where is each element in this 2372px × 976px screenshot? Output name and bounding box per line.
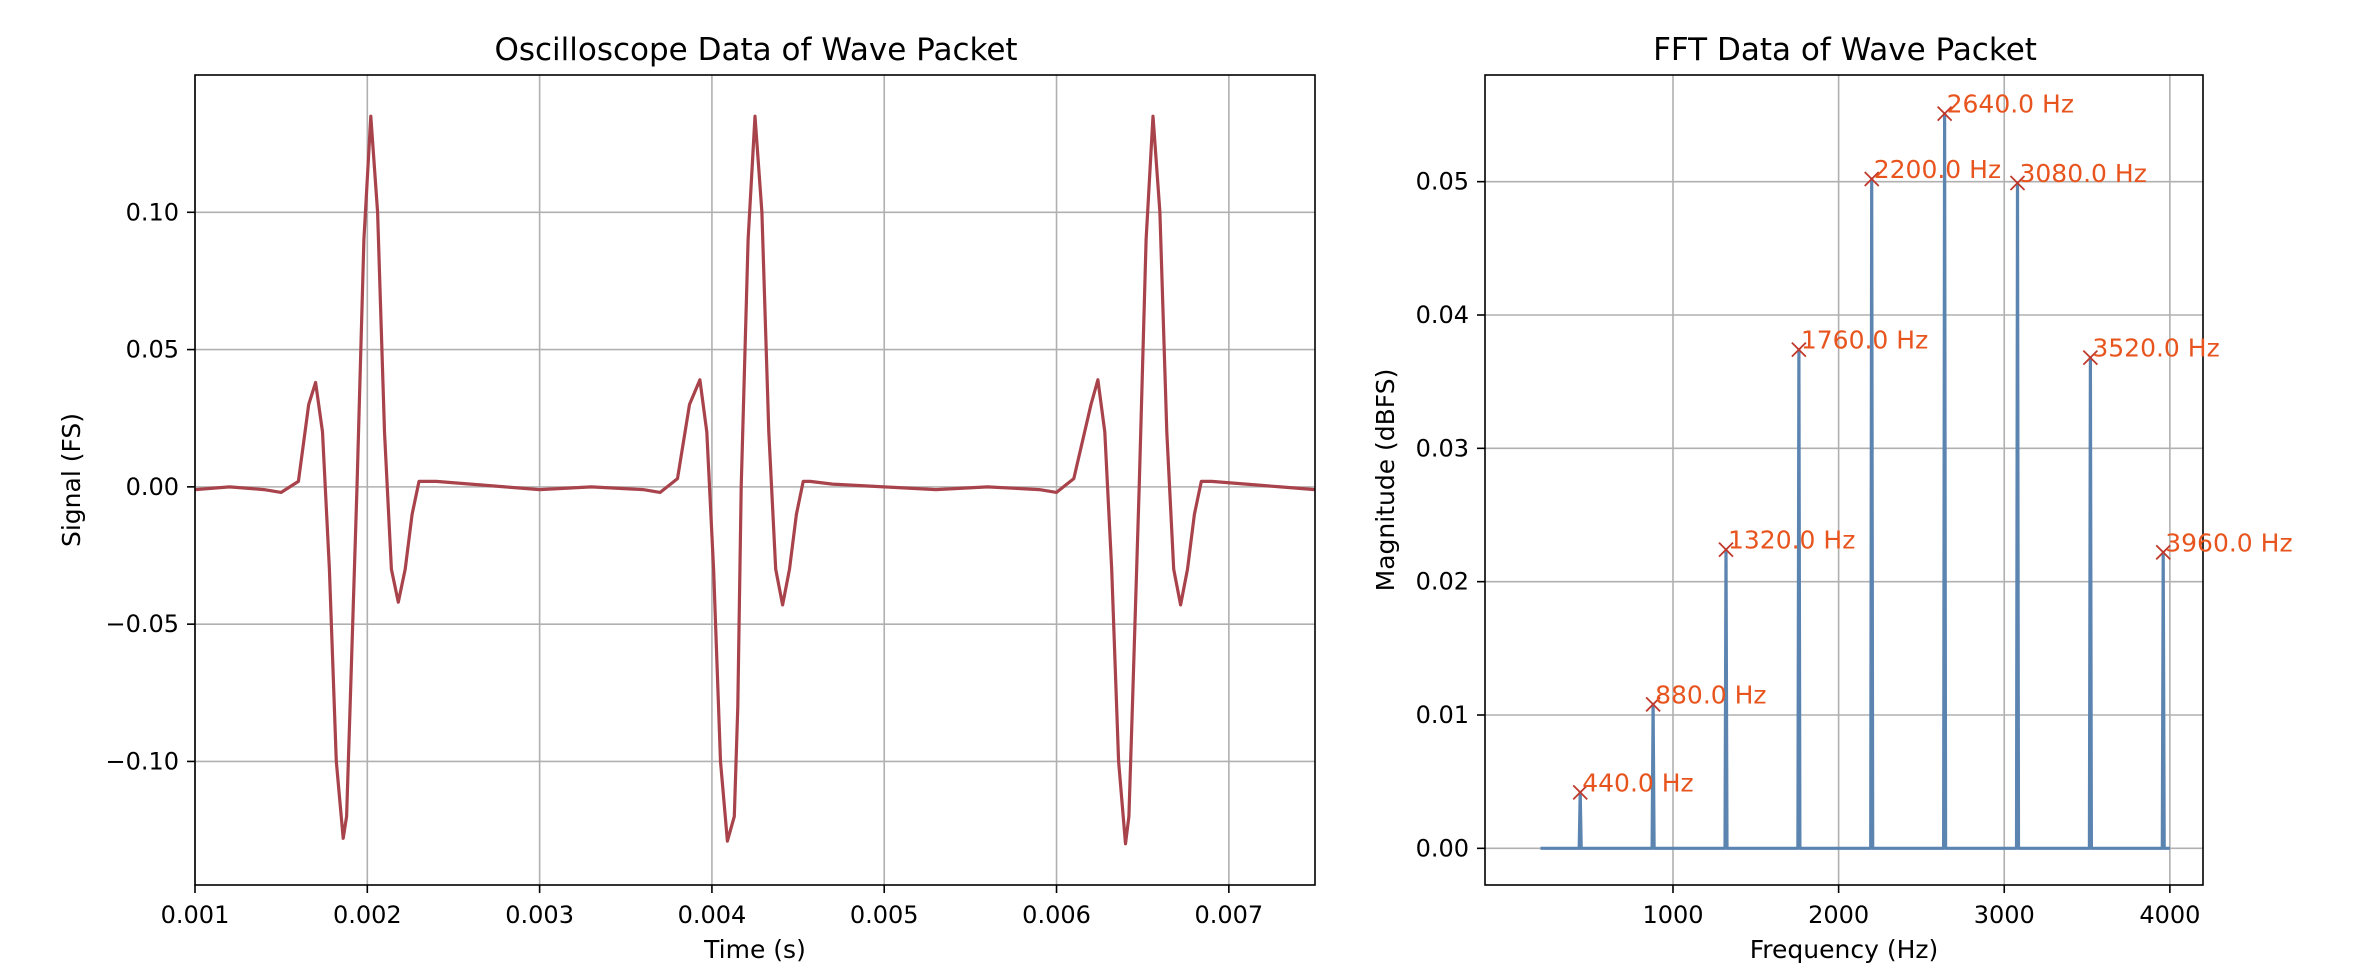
oscilloscope-ticks: 0.001 0.002 0.003 0.004 0.005 0.006 0.007 −0.10… — [105, 198, 1263, 929]
osc-y-tick-label: 0.05 — [126, 336, 179, 364]
fft-y-tick-label: 0.01 — [1416, 701, 1469, 729]
fft-peak-label: 3080.0 Hz — [2019, 159, 2146, 188]
fft-peak-label: 3960.0 Hz — [2165, 528, 2292, 557]
fft-peak-marker-stroke — [1718, 542, 1734, 558]
fft-title: FFT Data of Wave Packet — [1653, 32, 2037, 68]
osc-x-tick-label: 0.004 — [678, 901, 747, 929]
fft-peak-marker-stroke — [1572, 784, 1588, 800]
fft-y-tick-label: 0.02 — [1416, 568, 1469, 596]
fft-spectrum-line — [1540, 112, 2170, 850]
fft-peak-label: 2200.0 Hz — [1874, 155, 2001, 184]
oscilloscope-xlabel: Time (s) — [703, 935, 806, 964]
fft-peak-marker — [1864, 171, 1880, 187]
fft-peak-label: 2640.0 Hz — [1947, 90, 2074, 119]
osc-y-tick-label: 0.10 — [126, 198, 179, 226]
fft-y-tick-label: 0.03 — [1416, 434, 1469, 462]
fft-peak-marker-stroke — [2082, 350, 2099, 366]
fft-peak-label: 3520.0 Hz — [2092, 334, 2219, 363]
fft-y-tick-label: 0.05 — [1416, 168, 1469, 196]
fft-peak-label: 440.0 Hz — [1582, 768, 1693, 797]
fft-peak-marker — [1718, 542, 1734, 558]
fft-peak-marker — [1936, 106, 1953, 122]
oscilloscope-series — [194, 114, 1316, 846]
osc-x-tick-label: 0.007 — [1194, 901, 1263, 929]
fft-peak-marker — [1572, 784, 1588, 800]
fft-x-tick-label: 1000 — [1642, 901, 1703, 929]
fft-peak-marker — [2155, 544, 2171, 560]
oscilloscope-title: Oscilloscope Data of Wave Packet — [494, 32, 1017, 68]
fft-peak-marker — [2009, 175, 2026, 191]
oscilloscope-axes-frame — [194, 74, 1316, 886]
fft-peak-marker — [1645, 696, 1661, 712]
osc-x-tick-label: 0.005 — [850, 901, 919, 929]
osc-y-tick-label: 0.00 — [126, 473, 179, 501]
fft-peak-label: 1320.0 Hz — [1728, 526, 1855, 555]
fft-ylabel: Magnitude (dBFS) — [1371, 369, 1400, 592]
fft-axes-frame — [1484, 74, 2204, 886]
fft-peak-marker-stroke — [1791, 342, 1807, 358]
fft-y-tick-label: 0.04 — [1416, 301, 1469, 329]
fft-xlabel: Frequency (Hz) — [1750, 935, 1939, 964]
fft-x-tick-label: 2000 — [1808, 901, 1869, 929]
fft-annotations: 440.0 Hz 880.0 Hz 1320.0 Hz 1760.0 Hz 2200.0… — [1572, 90, 2293, 800]
fft-ticks: 1000 2000 3000 4000 0.00 0.01 0.02 0.03 0.04 0.05 — [1416, 168, 2201, 929]
fft-peak-marker-stroke — [2155, 544, 2171, 560]
osc-signal-line — [194, 114, 1316, 846]
fft-peak-marker-stroke — [2009, 175, 2026, 191]
osc-y-tick-label: −0.05 — [105, 610, 179, 638]
fft-panel: FFT Data of Wave Packet 1000 2000 3000 4000… — [1371, 32, 2293, 964]
osc-x-tick-label: 0.001 — [161, 901, 230, 929]
fft-y-tick-label: 0.00 — [1416, 834, 1469, 862]
osc-y-tick-label: −0.10 — [105, 747, 179, 775]
oscilloscope-ylabel: Signal (FS) — [57, 413, 86, 547]
fft-peak-marker-stroke — [1864, 171, 1880, 187]
fft-peak-marker-stroke — [1645, 696, 1661, 712]
fft-grid — [1485, 75, 2203, 885]
fft-x-tick-label: 3000 — [1974, 901, 2035, 929]
osc-x-tick-label: 0.002 — [333, 901, 402, 929]
oscilloscope-panel: Oscilloscope Data of Wave Packet 0.001 0.… — [57, 32, 1316, 964]
fft-x-tick-label: 4000 — [2139, 901, 2200, 929]
fft-peak-marker-stroke — [1936, 106, 1953, 122]
osc-x-tick-label: 0.006 — [1022, 901, 1091, 929]
fft-series — [1540, 112, 2170, 850]
fft-peak-marker — [2082, 350, 2099, 366]
fft-peak-label: 880.0 Hz — [1655, 680, 1766, 709]
fft-peak-label: 1760.0 Hz — [1801, 326, 1928, 355]
fft-peak-marker — [1791, 342, 1807, 358]
osc-x-tick-label: 0.003 — [505, 901, 574, 929]
